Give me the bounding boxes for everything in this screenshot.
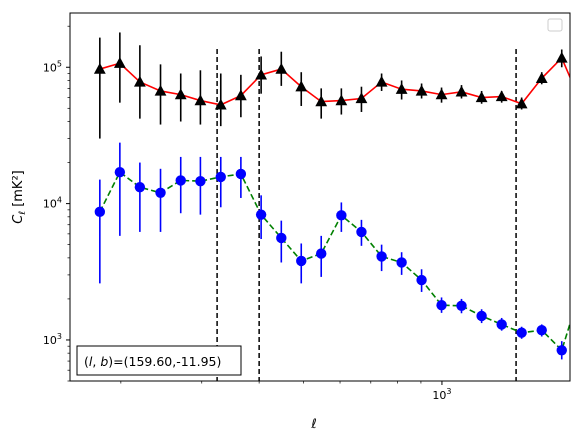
data-point: [336, 210, 347, 221]
data-point: [496, 319, 507, 330]
data-point: [194, 94, 207, 106]
data-point: [174, 88, 187, 100]
data-point: [316, 248, 327, 259]
data-point: [155, 187, 166, 199]
data-point: [436, 299, 447, 311]
data-point: [113, 57, 126, 68]
y-axis-label: Cℓ [mK²]: [11, 170, 28, 223]
data-point: [556, 345, 567, 356]
data-point: [356, 226, 367, 238]
data-point: [214, 98, 227, 110]
data-point: [475, 91, 488, 103]
annotation-box: [76, 345, 242, 376]
y-tick-label: 105: [43, 59, 62, 74]
y-tick-label: 103: [43, 332, 62, 347]
data-point: [296, 255, 307, 267]
series-1: [94, 142, 570, 360]
data-point: [315, 95, 328, 107]
data-point: [275, 62, 288, 74]
data-point: [175, 175, 186, 186]
data-point: [335, 94, 348, 106]
data-point: [154, 84, 167, 96]
plot-area: [93, 32, 570, 381]
x-axis-label: ℓ: [310, 417, 316, 432]
data-point: [535, 72, 548, 83]
x-axis: 103: [120, 381, 451, 402]
data-point: [555, 51, 568, 63]
data-point: [495, 90, 508, 102]
data-point: [456, 300, 467, 312]
data-point: [355, 92, 368, 104]
data-point: [376, 251, 387, 262]
data-point: [114, 166, 126, 178]
data-point: [94, 206, 106, 218]
annotation: (l, b)=(159.60,-11.95): [76, 345, 242, 376]
data-point: [234, 89, 247, 101]
data-point: [255, 68, 268, 80]
data-point: [415, 84, 428, 96]
y-axis: 103 104 105: [43, 25, 70, 382]
data-point: [375, 75, 388, 87]
data-point: [516, 327, 527, 338]
data-point: [276, 232, 287, 244]
axes-frame: [69, 12, 571, 382]
data-point: [395, 83, 408, 94]
data-point: [195, 175, 206, 187]
y-tick-label: 104: [43, 196, 62, 211]
data-point: [295, 80, 308, 92]
data-point: [396, 257, 407, 268]
data-point: [536, 324, 547, 336]
data-point: [215, 171, 226, 183]
data-point: [93, 62, 106, 74]
data-point: [476, 310, 487, 322]
annotation-text: (l, b)=(159.60,-11.95): [84, 354, 221, 369]
series-0: [93, 32, 570, 139]
data-point: [435, 88, 448, 100]
data-point: [235, 168, 247, 180]
legend-box: [547, 18, 563, 32]
x-tick-label: 103: [432, 387, 451, 402]
data-point: [133, 75, 146, 87]
data-point: [255, 209, 267, 220]
plot-clip-group: [93, 32, 570, 381]
data-point: [416, 274, 427, 286]
data-point: [134, 181, 146, 193]
data-point: [515, 97, 528, 109]
data-point: [455, 85, 468, 97]
